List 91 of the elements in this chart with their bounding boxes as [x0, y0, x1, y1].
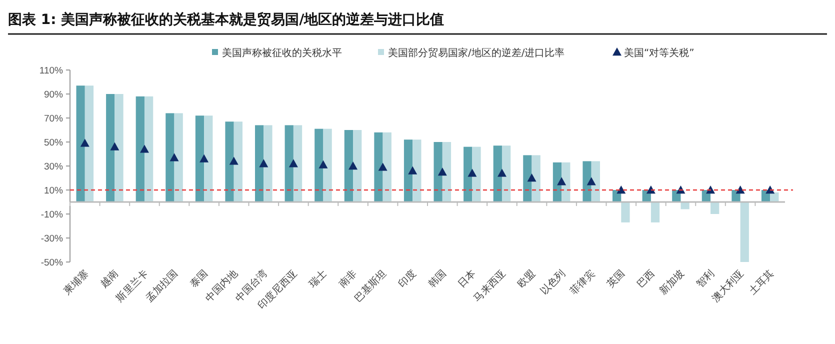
y-tick-label: -50% [40, 257, 64, 268]
x-tick-label: 柬埔寨 [61, 268, 92, 298]
x-tick-label: 巴西 [635, 268, 658, 290]
point [140, 144, 149, 153]
bar [464, 146, 472, 202]
y-tick-label: 50% [44, 137, 64, 148]
x-tick-label: 英国 [604, 268, 628, 290]
point [378, 162, 388, 171]
bar [434, 142, 442, 202]
x-tick-label: 日本 [456, 268, 478, 290]
y-tick-label: 90% [44, 89, 64, 100]
point [288, 159, 298, 168]
bar [195, 116, 204, 202]
bar [234, 122, 242, 202]
point [438, 168, 447, 176]
point [527, 174, 536, 182]
x-tick-label: 越南 [98, 268, 121, 290]
point [80, 138, 90, 147]
bar [591, 161, 600, 202]
x-tick-label: 欧盟 [515, 268, 538, 290]
x-tick-label: 智利 [694, 268, 717, 290]
legend-label: 美国“对等关税” [624, 47, 694, 59]
bar [204, 116, 213, 202]
bar [344, 130, 354, 202]
x-tick-label: 土耳其 [746, 268, 776, 298]
legend-label: 美国声称被征收的关税水平 [222, 47, 342, 59]
point [616, 186, 626, 194]
bar [650, 202, 660, 222]
point [736, 186, 745, 194]
point [110, 142, 120, 150]
bar [136, 96, 144, 202]
bar [293, 125, 302, 202]
bar [174, 113, 183, 202]
x-tick-label: 印度 [396, 268, 419, 290]
bar [225, 122, 234, 202]
y-tick-label: 10% [44, 185, 64, 196]
bar [502, 146, 511, 202]
point [259, 159, 268, 168]
bar [106, 94, 115, 202]
bar [710, 202, 720, 214]
y-tick-label: -10% [40, 209, 64, 220]
bar [562, 162, 570, 202]
bar [523, 155, 532, 202]
bar [264, 125, 272, 202]
bar [353, 130, 362, 202]
point [468, 168, 477, 177]
bar [76, 86, 85, 202]
x-tick-label: 泰国 [188, 268, 210, 290]
y-tick-label: 30% [44, 161, 64, 172]
y-tick-label: 70% [44, 113, 64, 124]
bar [84, 86, 94, 202]
bar [472, 146, 481, 202]
chart-title: 图表 1: 美国声称被征收的关税基本就是贸易国/地区的逆差与进口比值 [8, 11, 444, 28]
point [557, 177, 566, 186]
y-tick-label: -30% [40, 233, 64, 244]
bar [740, 202, 749, 262]
bar [374, 132, 383, 202]
bar [552, 162, 562, 202]
bar [323, 128, 332, 202]
point [766, 186, 775, 194]
x-tick-label: 以色列 [538, 268, 568, 298]
point [348, 162, 358, 170]
legend-label: 美国部分贸易国家/地区的逆差/进口比率 [388, 47, 565, 59]
bar [314, 128, 324, 202]
bar [114, 94, 124, 202]
bar [582, 161, 592, 202]
point [200, 154, 209, 162]
y-tick-label: 110% [39, 65, 64, 76]
bar [382, 132, 392, 202]
point [318, 160, 328, 168]
bar [404, 140, 413, 202]
bar [166, 113, 174, 202]
point [170, 153, 179, 162]
x-tick-label: 南非 [336, 268, 360, 290]
x-tick-label: 新加坡 [657, 268, 687, 298]
point [408, 166, 418, 174]
x-tick-label: 菲律宾 [568, 268, 598, 298]
bar [442, 142, 452, 202]
point [586, 177, 596, 186]
bar [144, 96, 154, 202]
x-tick-label: 瑞士 [306, 268, 330, 290]
point [497, 168, 506, 177]
point [229, 156, 238, 165]
bar [412, 140, 422, 202]
bar [255, 125, 264, 202]
bar [493, 146, 502, 202]
point [646, 186, 656, 194]
bar [621, 202, 630, 222]
x-tick-label: 韩国 [426, 268, 449, 290]
bar [284, 125, 294, 202]
bar [532, 155, 540, 202]
